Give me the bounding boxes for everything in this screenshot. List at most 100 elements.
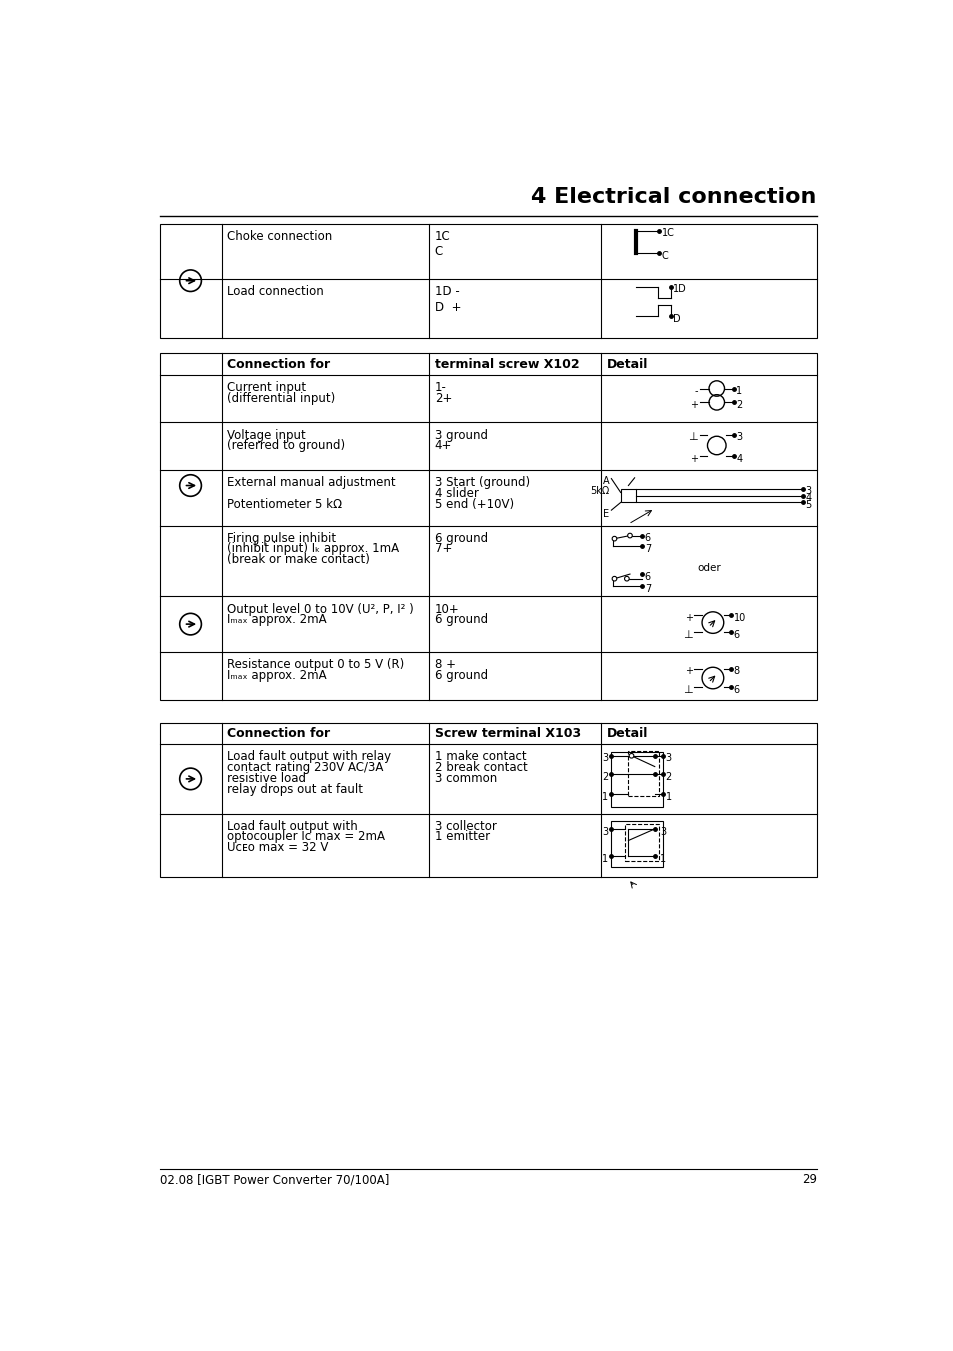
- Text: 1C: 1C: [435, 230, 450, 243]
- Text: -: -: [694, 386, 698, 396]
- Text: D: D: [673, 313, 680, 324]
- Text: 1: 1: [736, 386, 741, 396]
- Text: 3: 3: [601, 827, 608, 836]
- Text: 3: 3: [601, 754, 608, 763]
- Text: 6 ground: 6 ground: [435, 669, 487, 682]
- Text: 3: 3: [659, 827, 665, 836]
- Text: 2+: 2+: [435, 392, 452, 404]
- Bar: [624, 824, 658, 861]
- Text: 02.08 [IGBT Power Converter 70/100A]: 02.08 [IGBT Power Converter 70/100A]: [159, 1173, 389, 1186]
- Text: 5: 5: [804, 500, 810, 511]
- Text: 1D: 1D: [673, 284, 686, 293]
- Circle shape: [612, 577, 617, 581]
- Text: Choke connection: Choke connection: [227, 230, 332, 243]
- Text: 1: 1: [601, 792, 608, 802]
- Text: 3: 3: [736, 432, 741, 442]
- Text: 4 Electrical connection: 4 Electrical connection: [531, 186, 816, 207]
- Text: 1 make contact: 1 make contact: [435, 750, 526, 763]
- Text: 6: 6: [644, 534, 650, 543]
- Text: 7: 7: [644, 544, 650, 554]
- Text: 10+: 10+: [435, 603, 459, 616]
- Text: +: +: [689, 454, 698, 463]
- Text: (inhibit input) Iₖ approx. 1mA: (inhibit input) Iₖ approx. 1mA: [227, 543, 398, 555]
- Text: ⊥: ⊥: [688, 432, 698, 442]
- Text: 2 break contact: 2 break contact: [435, 761, 527, 774]
- Text: +: +: [684, 666, 692, 677]
- Text: 10: 10: [733, 612, 745, 623]
- Text: 6: 6: [733, 630, 740, 639]
- Bar: [620, 489, 636, 503]
- Text: 1D -: 1D -: [435, 285, 459, 299]
- Text: C: C: [435, 246, 442, 258]
- Text: 6: 6: [733, 685, 740, 694]
- Bar: [610, 753, 662, 808]
- Bar: [159, 353, 816, 700]
- Text: Current input: Current input: [227, 381, 306, 393]
- Text: Load connection: Load connection: [227, 285, 323, 299]
- Text: 2: 2: [665, 771, 671, 782]
- Text: Connection for: Connection for: [227, 358, 330, 370]
- Text: Load fault output with: Load fault output with: [227, 820, 357, 832]
- Text: C: C: [661, 251, 668, 261]
- Text: 4 slider: 4 slider: [435, 488, 478, 500]
- Text: External manual adjustment: External manual adjustment: [227, 477, 395, 489]
- Text: 1 emitter: 1 emitter: [435, 831, 489, 843]
- Text: optocoupler Ic max = 2mA: optocoupler Ic max = 2mA: [227, 831, 385, 843]
- Bar: [159, 723, 816, 877]
- Text: resistive load: resistive load: [227, 771, 306, 785]
- Text: 3 common: 3 common: [435, 771, 497, 785]
- Text: E: E: [602, 508, 608, 519]
- Text: 3: 3: [665, 754, 671, 763]
- Text: A: A: [601, 477, 608, 486]
- Circle shape: [612, 536, 617, 540]
- Text: 6 ground: 6 ground: [435, 613, 487, 627]
- Text: (break or make contact): (break or make contact): [227, 554, 370, 566]
- Text: 6 ground: 6 ground: [435, 532, 487, 544]
- Text: oder: oder: [697, 562, 720, 573]
- Text: 3 ground: 3 ground: [435, 428, 487, 442]
- Text: 8 +: 8 +: [435, 658, 456, 671]
- Text: Voltage input: Voltage input: [227, 428, 305, 442]
- Text: terminal screw X102: terminal screw X102: [435, 358, 578, 370]
- Text: Detail: Detail: [606, 358, 647, 370]
- Text: 3 Start (ground): 3 Start (ground): [435, 477, 529, 489]
- Text: 7+: 7+: [435, 543, 452, 555]
- Text: Output level 0 to 10V (U², P, I² ): Output level 0 to 10V (U², P, I² ): [227, 603, 414, 616]
- Text: 1-: 1-: [435, 381, 446, 393]
- Text: ⊥: ⊥: [682, 685, 692, 694]
- Text: 4: 4: [804, 493, 810, 503]
- Text: relay drops out at fault: relay drops out at fault: [227, 782, 362, 796]
- Text: 4+: 4+: [435, 439, 452, 453]
- Text: 1: 1: [659, 854, 665, 863]
- Text: 4: 4: [736, 454, 741, 463]
- Bar: [610, 821, 662, 867]
- Circle shape: [629, 754, 633, 758]
- Text: 8: 8: [733, 666, 740, 677]
- Text: Iₘₐₓ approx. 2mA: Iₘₐₓ approx. 2mA: [227, 669, 326, 682]
- Text: Uᴄᴇᴏ max = 32 V: Uᴄᴇᴏ max = 32 V: [227, 842, 328, 854]
- Text: 5 end (+10V): 5 end (+10V): [435, 497, 514, 511]
- Text: contact rating 230V AC/3A: contact rating 230V AC/3A: [227, 761, 383, 774]
- Text: 2: 2: [736, 400, 741, 411]
- Text: 1C: 1C: [661, 228, 674, 238]
- Text: Load fault output with relay: Load fault output with relay: [227, 750, 391, 763]
- Text: D  +: D +: [435, 301, 460, 313]
- Text: 1: 1: [665, 792, 671, 802]
- Text: Firing pulse inhibit: Firing pulse inhibit: [227, 532, 335, 544]
- Text: +: +: [684, 612, 692, 623]
- Text: (referred to ground): (referred to ground): [227, 439, 345, 453]
- Text: 2: 2: [601, 771, 608, 782]
- Circle shape: [624, 577, 629, 581]
- Text: 7: 7: [644, 584, 650, 594]
- Circle shape: [627, 534, 632, 538]
- Text: Detail: Detail: [606, 727, 647, 740]
- Text: (differential input): (differential input): [227, 392, 335, 404]
- Text: 29: 29: [801, 1173, 816, 1186]
- Text: ⊥: ⊥: [682, 630, 692, 639]
- Text: Connection for: Connection for: [227, 727, 330, 740]
- Bar: [627, 751, 658, 796]
- Text: 1: 1: [601, 854, 608, 863]
- Text: 3 collector: 3 collector: [435, 820, 496, 832]
- Text: Iₘₐₓ approx. 2mA: Iₘₐₓ approx. 2mA: [227, 613, 326, 627]
- Bar: [159, 224, 816, 338]
